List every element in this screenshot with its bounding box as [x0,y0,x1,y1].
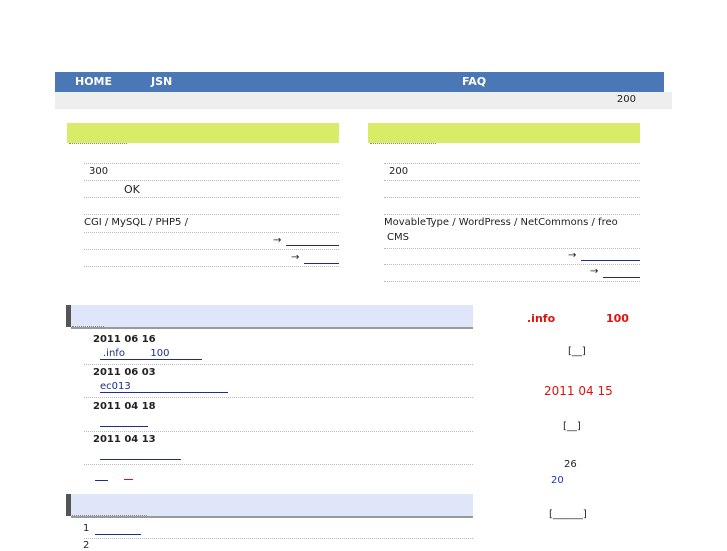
arrow-icon: → [273,235,282,246]
divider [84,431,473,432]
info-count: 200 [616,94,636,105]
promo-domain[interactable]: .info [527,312,556,325]
divider [384,248,640,249]
news-link-underline [100,359,202,360]
divider [84,214,339,215]
right-box-line3: CMS [387,232,409,243]
divider [384,281,640,282]
left-box-line1: 300 [89,166,109,177]
news-link[interactable]: .info 100 [103,348,170,359]
sidebar-date: 2011 04 15 [544,384,613,398]
section-rule [71,327,473,329]
news-rss-link[interactable] [124,479,133,480]
news-link-underline [100,392,228,393]
divider [84,197,339,198]
sidebar-count-link[interactable]: 20 [551,475,564,486]
news-link-underline[interactable] [100,426,148,427]
news-date: 2011 06 03 [93,367,156,378]
arrow-icon: → [568,250,577,261]
news-more-link[interactable] [95,480,108,481]
list-item-number: 2 [83,540,90,551]
right-box-line2: MovableType / WordPress / NetCommons / f… [384,217,618,228]
news-date: 2011 04 18 [93,401,156,412]
left-box-line2: OK [124,183,140,196]
nav-home[interactable]: HOME [75,75,113,88]
divider [84,538,473,539]
right-box-header [368,123,640,143]
news-section-header [66,305,473,327]
divider [384,264,640,265]
news-link-underline[interactable] [100,459,181,460]
list-item-link[interactable] [95,534,141,535]
right-box-link1[interactable] [581,260,640,261]
sidebar-bracket-link[interactable]: [__] [568,346,586,357]
section-rule [71,516,473,518]
sidebar-bracket-link[interactable]: [______] [549,509,587,520]
arrow-icon: → [291,252,300,263]
divider [84,249,339,250]
arrow-icon: → [590,266,599,277]
left-box-link2[interactable] [304,263,339,264]
news-date: 2011 06 16 [93,334,156,345]
news-header-underline [72,326,104,327]
divider [384,163,640,164]
right-box-link2[interactable] [603,277,640,278]
sidebar-count: 26 [564,459,577,470]
left-box-header [67,123,339,143]
divider [84,163,339,164]
divider [84,364,473,365]
news-date: 2011 04 13 [93,434,156,445]
nav-jsn[interactable]: JSN [151,75,173,88]
global-nav: HOME JSN FAQ [55,72,664,92]
divider [84,397,473,398]
nav-faq[interactable]: FAQ [462,75,487,88]
promo-price[interactable]: 100 [606,312,629,325]
divider [84,232,339,233]
left-box-line3: CGI / MySQL / PHP5 / [84,217,188,228]
divider [384,197,640,198]
divider [84,180,339,181]
news-link[interactable]: ec013 [100,381,131,392]
left-box-link1[interactable] [286,245,339,246]
second-header-underline [72,515,147,516]
divider [84,464,473,465]
second-section-header [66,494,473,516]
divider [84,266,339,267]
right-box-underline [370,143,436,144]
divider [384,214,640,215]
divider [384,180,640,181]
info-bar: 200 [55,92,672,109]
right-box-line1: 200 [389,166,409,177]
list-item-number: 1 [83,523,90,534]
left-box-underline [69,143,127,144]
sidebar-bracket-link[interactable]: [__] [563,421,581,432]
